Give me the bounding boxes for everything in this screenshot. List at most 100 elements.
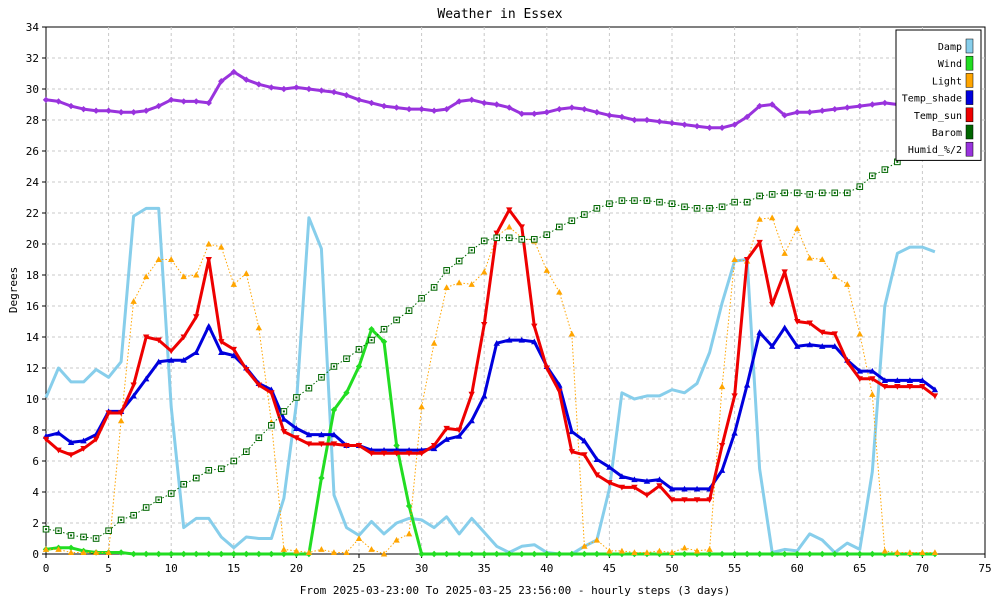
data-point-temp-sun <box>42 436 50 443</box>
data-point-barom <box>558 225 561 228</box>
y-tick-label: 24 <box>26 176 40 189</box>
data-point-humid-2 <box>305 85 313 93</box>
data-point-wind <box>806 550 813 558</box>
data-point-barom <box>270 424 273 427</box>
legend-swatch-temp-shade <box>965 90 974 105</box>
data-point-barom <box>307 387 310 390</box>
data-point-temp-sun <box>681 497 688 503</box>
data-point-humid-2 <box>856 102 863 110</box>
legend-swatch-wind <box>965 55 974 71</box>
data-point-humid-2 <box>255 81 263 88</box>
data-point-wind <box>205 550 212 558</box>
data-point-barom <box>370 339 373 342</box>
data-point-humid-2 <box>318 87 325 94</box>
data-point-light <box>681 544 688 551</box>
x-tick-label: 55 <box>728 562 741 575</box>
data-point-barom <box>520 238 523 241</box>
data-point-light <box>418 403 425 410</box>
data-point-temp-sun <box>794 318 801 325</box>
x-tick-label: 30 <box>415 562 428 575</box>
y-axis-title: Degrees <box>7 267 20 313</box>
data-point-humid-2 <box>718 124 726 131</box>
x-tick-label: 65 <box>853 562 866 575</box>
data-point-wind <box>468 550 475 558</box>
data-point-wind <box>869 550 876 558</box>
data-point-wind <box>531 550 538 558</box>
data-point-temp-shade <box>443 436 450 442</box>
data-point-temp-sun <box>105 410 112 417</box>
data-point-barom <box>633 199 636 202</box>
data-point-temp-shade <box>856 367 863 374</box>
x-axis-title: From 2025-03-23:00 To 2025-03-25 23:56:0… <box>300 584 730 597</box>
data-point-humid-2 <box>380 102 388 110</box>
data-point-temp-sun <box>280 428 288 435</box>
data-point-barom <box>132 514 135 517</box>
data-point-wind <box>393 442 400 449</box>
data-point-temp-shade <box>531 338 538 345</box>
data-point-temp-shade <box>205 322 212 329</box>
data-point-temp-sun <box>193 314 200 321</box>
data-point-temp-sun <box>881 384 889 390</box>
series-group <box>42 68 939 558</box>
data-point-humid-2 <box>568 104 576 111</box>
data-point-barom <box>545 233 548 236</box>
data-point-humid-2 <box>794 109 801 116</box>
data-point-light <box>430 340 438 346</box>
data-point-barom <box>721 205 724 208</box>
data-point-light <box>293 547 300 554</box>
data-point-barom <box>282 410 285 413</box>
data-point-barom <box>583 213 586 216</box>
data-point-humid-2 <box>606 112 613 119</box>
data-point-temp-sun <box>230 346 237 353</box>
data-point-humid-2 <box>418 105 425 113</box>
legend-label-temp-sun: Temp_sun <box>914 111 962 122</box>
data-point-barom <box>683 205 686 208</box>
data-point-wind <box>731 550 738 558</box>
data-point-temp-shade <box>693 485 701 492</box>
data-point-temp-shade <box>230 352 237 359</box>
data-point-barom <box>420 297 423 300</box>
data-point-light <box>105 549 112 556</box>
data-point-temp-sun <box>67 452 75 458</box>
data-point-humid-2 <box>405 105 413 113</box>
data-point-temp-sun <box>117 410 125 417</box>
data-point-barom <box>445 269 448 272</box>
data-point-temp-shade <box>731 429 738 436</box>
data-point-light <box>806 254 813 261</box>
data-point-temp-sun <box>593 472 601 479</box>
data-point-temp-sun <box>430 442 438 449</box>
data-point-light <box>255 324 263 331</box>
data-point-barom <box>833 191 836 194</box>
data-point-wind <box>768 550 776 558</box>
data-point-barom <box>846 191 849 194</box>
data-point-light <box>380 550 388 557</box>
data-point-humid-2 <box>731 121 738 128</box>
data-point-wind <box>155 550 162 558</box>
data-point-temp-shade <box>756 329 763 335</box>
data-point-barom <box>232 460 235 462</box>
data-point-humid-2 <box>593 109 601 116</box>
data-point-temp-sun <box>493 230 500 237</box>
data-point-temp-shade <box>318 431 325 438</box>
data-point-wind <box>831 550 838 558</box>
data-point-wind <box>230 550 237 558</box>
data-point-barom <box>195 477 198 480</box>
y-tick-label: 32 <box>26 52 39 65</box>
data-point-light <box>618 547 626 554</box>
data-point-light <box>831 273 838 280</box>
legend-label-barom: Barom <box>932 128 962 139</box>
data-point-wind <box>255 550 263 558</box>
data-point-temp-sun <box>393 450 400 457</box>
data-point-humid-2 <box>618 113 626 121</box>
data-point-temp-shade <box>142 375 150 382</box>
data-point-temp-sun <box>180 334 187 341</box>
y-tick-label: 20 <box>26 238 39 251</box>
data-point-barom <box>45 528 47 531</box>
data-point-temp-shade <box>906 377 914 383</box>
data-point-temp-sun <box>455 427 463 434</box>
data-point-barom <box>120 518 123 521</box>
data-point-humid-2 <box>42 96 50 104</box>
y-tick-label: 2 <box>32 517 39 530</box>
data-point-humid-2 <box>806 109 813 116</box>
